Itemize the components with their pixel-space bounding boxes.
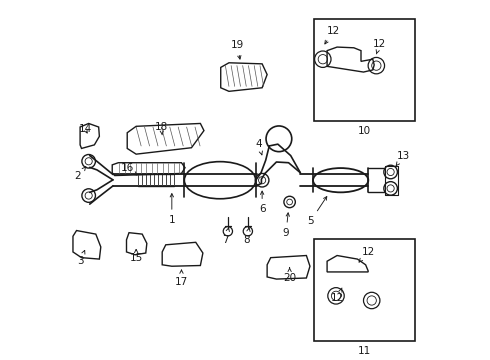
Text: 11: 11 xyxy=(358,346,371,356)
Text: 13: 13 xyxy=(396,150,411,166)
Text: 7: 7 xyxy=(222,228,229,245)
Text: 12: 12 xyxy=(325,26,340,44)
Text: 3: 3 xyxy=(77,250,85,266)
Text: 18: 18 xyxy=(155,122,168,135)
Text: 15: 15 xyxy=(129,249,143,264)
Text: 8: 8 xyxy=(244,228,250,245)
Text: 6: 6 xyxy=(259,191,266,214)
Text: 12: 12 xyxy=(359,247,375,262)
Text: 12: 12 xyxy=(373,39,387,54)
Text: 14: 14 xyxy=(78,124,92,134)
Text: 19: 19 xyxy=(230,40,244,59)
Text: 10: 10 xyxy=(358,126,371,136)
Text: 1: 1 xyxy=(169,194,175,225)
Text: 9: 9 xyxy=(283,213,290,238)
Text: 2: 2 xyxy=(74,167,86,181)
Text: 4: 4 xyxy=(255,139,263,155)
Bar xyxy=(314,239,415,341)
Text: 17: 17 xyxy=(175,270,188,287)
Text: 12: 12 xyxy=(331,288,344,303)
Text: 20: 20 xyxy=(283,267,296,283)
Text: 16: 16 xyxy=(121,163,137,175)
Text: 5: 5 xyxy=(307,197,327,226)
Bar xyxy=(314,19,415,121)
